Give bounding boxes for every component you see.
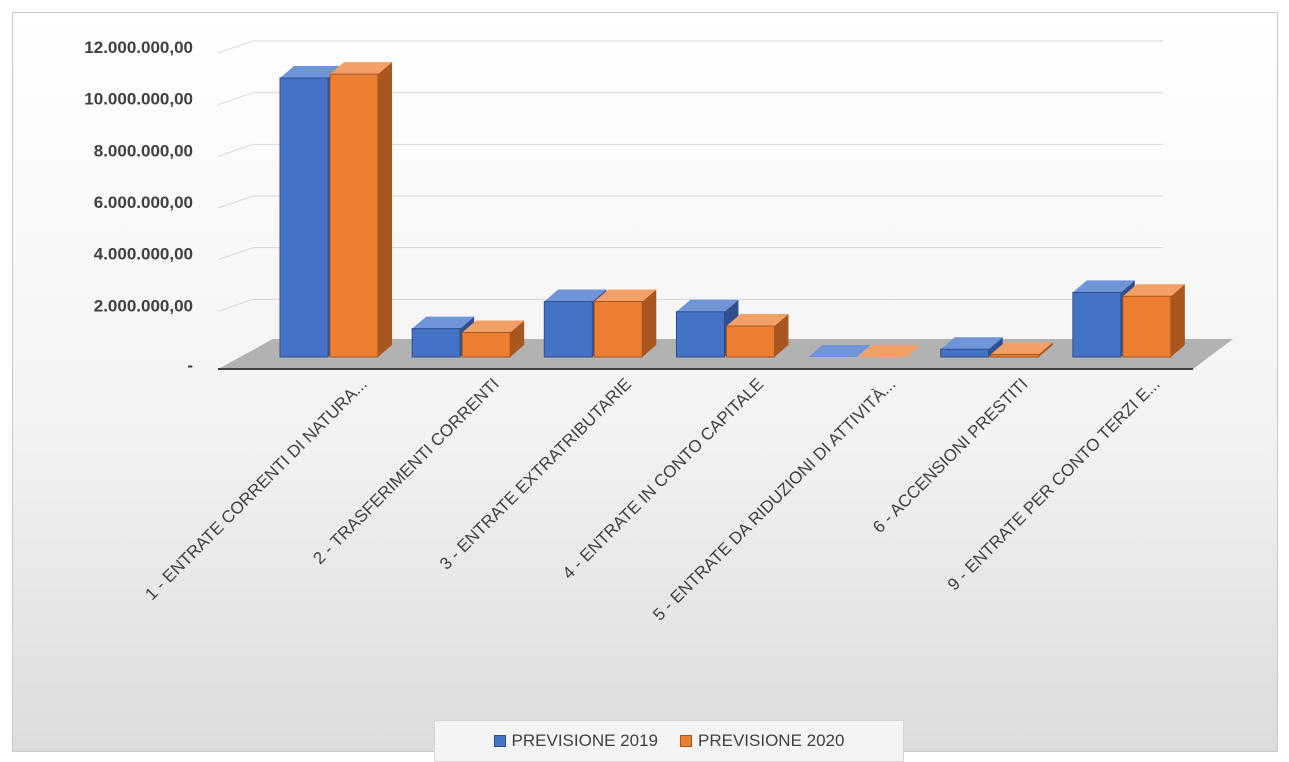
bar-top-s1-c7 <box>1072 280 1135 293</box>
bar-top-s1-c1 <box>280 66 342 78</box>
bar-side-s2-c3 <box>642 289 657 357</box>
bar-top-s1-c2 <box>412 316 475 329</box>
y-tick-label: 2.000.000,00 <box>94 296 193 315</box>
bar-top-s1-c3 <box>544 289 607 302</box>
gridline-slant <box>217 92 254 106</box>
bar-side-s2-c2 <box>510 320 525 357</box>
bar-top-s2-c3 <box>594 289 657 302</box>
gridline-slant <box>217 298 254 312</box>
bar-s1-c7 <box>1072 291 1122 358</box>
legend-item-2019: PREVISIONE 2019 <box>493 731 658 751</box>
x-tick-label: 6 - ACCENSIONI PRESTITI <box>869 374 1031 536</box>
chart-plot: - 2.000.000,00 4.000.000,00 6.000.000,00 8.0… <box>84 38 1233 624</box>
y-tick-label: 10.000.000,00 <box>84 90 193 109</box>
bar-side-s2-c6 <box>1038 342 1053 357</box>
bar-s2-c3 <box>593 300 643 358</box>
bar-top-s2-c1 <box>330 62 392 75</box>
bar-side-s2-c4 <box>774 314 789 357</box>
gridline-slant <box>217 143 254 157</box>
gridline-slant <box>217 40 254 54</box>
legend-swatch-2019 <box>493 735 506 747</box>
gridline-slant <box>217 195 254 209</box>
x-tick-label: 5 - ENTRATE DA RIDUZIONI DI ATTIVITÀ... <box>649 374 899 624</box>
bar-top-s2-c5 <box>858 345 921 357</box>
bar-s1-c6 <box>940 348 990 358</box>
y-tick-label: 12.000.000,00 <box>84 38 193 57</box>
y-tick-label: 4.000.000,00 <box>94 245 193 264</box>
bar-s1-c1 <box>279 77 329 358</box>
bar-top-s2-c6 <box>990 342 1053 355</box>
bar-top-s1-c5 <box>808 345 871 357</box>
legend-label-2020: PREVISIONE 2020 <box>698 731 845 750</box>
bar-side-s2-c1 <box>378 62 392 357</box>
bar-s2-c4 <box>725 325 775 358</box>
bar-s2-c1 <box>329 73 379 358</box>
bar-top-s2-c4 <box>726 314 789 326</box>
x-tick-label: 1 - ENTRATE CORRENTI DI NATURA... <box>141 374 370 603</box>
legend-item-2020: PREVISIONE 2020 <box>680 731 844 751</box>
bar-top-s1-c6 <box>940 337 1003 350</box>
bar-s1-c2 <box>411 328 461 358</box>
legend: PREVISIONE 2019 PREVISIONE 2020 <box>434 720 904 762</box>
chart-area: - 2.000.000,00 4.000.000,00 6.000.000,00 8.0… <box>12 12 1278 762</box>
bar-top-s2-c7 <box>1122 284 1185 297</box>
bar-s1-c4 <box>675 311 725 358</box>
bar-side-s1-c6 <box>988 337 1003 357</box>
bar-s1-c3 <box>543 300 593 358</box>
y-tick-label: 8.000.000,00 <box>94 141 193 160</box>
gridline-slant <box>217 247 254 261</box>
bar-top-s1-c4 <box>676 299 739 312</box>
y-tick-label: - <box>187 356 193 375</box>
legend-label-2019: PREVISIONE 2019 <box>511 731 658 750</box>
legend-swatch-2020 <box>680 735 692 747</box>
bar-s2-c6 <box>990 353 1040 358</box>
bar-s2-c2 <box>461 331 511 358</box>
bar-side-s2-c7 <box>1170 284 1185 357</box>
y-tick-label: 6.000.000,00 <box>94 193 193 212</box>
bar-top-s2-c2 <box>462 320 525 333</box>
x-tick-label: 9 - ENTRATE PER CONTO TERZI E... <box>944 374 1164 594</box>
bar-s2-c7 <box>1122 295 1172 358</box>
